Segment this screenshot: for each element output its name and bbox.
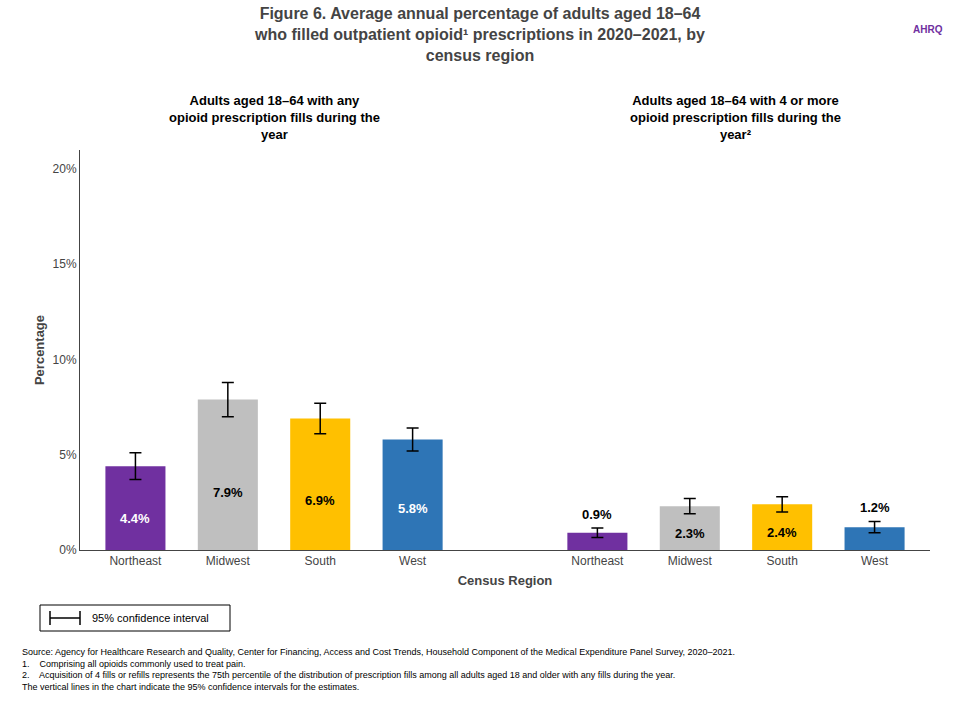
svg-text:Figure 6. Average annual perce: Figure 6. Average annual percentage of a… (254, 5, 705, 64)
svg-text:AHRQ: AHRQ (913, 24, 943, 35)
svg-text:Source: Agency for Healthcare: Source: Agency for Healthcare Research a… (22, 647, 735, 692)
svg-text:Adults aged 18–64 with 4 or mo: Adults aged 18–64 with 4 or moreopioid p… (630, 93, 841, 142)
svg-text:Midwest: Midwest (206, 554, 251, 568)
svg-text:Percentage: Percentage (32, 315, 47, 385)
svg-text:Northeast: Northeast (109, 554, 162, 568)
svg-text:West: West (399, 554, 427, 568)
svg-text:South: South (766, 554, 797, 568)
svg-text:5%: 5% (59, 448, 77, 462)
svg-text:1.2%: 1.2% (860, 500, 890, 515)
svg-text:Midwest: Midwest (668, 554, 713, 568)
svg-text:2.4%: 2.4% (767, 525, 797, 540)
svg-text:20%: 20% (53, 162, 77, 176)
svg-text:10%: 10% (53, 353, 77, 367)
svg-text:7.9%: 7.9% (213, 485, 243, 500)
svg-text:South: South (305, 554, 336, 568)
svg-text:5.8%: 5.8% (398, 501, 428, 516)
svg-text:Adults aged 18–64 with anyopio: Adults aged 18–64 with anyopioid prescri… (169, 93, 380, 142)
svg-text:4.4%: 4.4% (120, 511, 150, 526)
svg-text:15%: 15% (53, 257, 77, 271)
svg-text:Census Region: Census Region (458, 573, 553, 588)
svg-text:6.9%: 6.9% (305, 493, 335, 508)
svg-text:0.9%: 0.9% (582, 507, 612, 522)
svg-text:West: West (861, 554, 889, 568)
svg-text:0%: 0% (59, 543, 77, 557)
svg-text:95% confidence interval: 95% confidence interval (92, 612, 209, 624)
svg-text:Northeast: Northeast (571, 554, 624, 568)
svg-text:2.3%: 2.3% (675, 526, 705, 541)
